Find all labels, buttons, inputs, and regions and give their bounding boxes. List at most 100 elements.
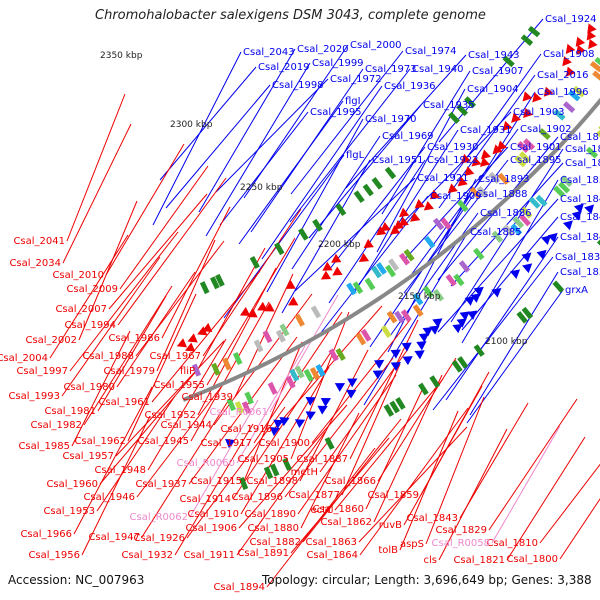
label-connector-line [461, 216, 559, 331]
forward-gene-label: Csal_1904 [467, 84, 519, 95]
label-connector-line [289, 68, 411, 223]
cog-block [191, 363, 202, 377]
forward-gene-label: Csal_1909 [430, 191, 482, 202]
label-connector-line [236, 431, 326, 556]
forward-gene-label: Csal_1841 [560, 212, 600, 223]
forward-gene-arrow [464, 296, 475, 306]
reverse-gene-arrow [464, 166, 475, 177]
reverse-gene-arrow [332, 266, 343, 276]
gc-marker [451, 359, 463, 373]
cog-block [412, 292, 424, 306]
gc-marker [418, 382, 429, 396]
forward-gene-label: Csal_1974 [405, 46, 457, 57]
kbp-tick-label: 2350 kbp [100, 51, 143, 61]
forward-gene-label: Csal_1931 [460, 125, 512, 136]
cog-block [512, 216, 525, 229]
cog-block [346, 282, 357, 296]
forward-gene-arrow [456, 318, 467, 328]
reverse-gene-arrow [587, 23, 597, 34]
label-connector-line [425, 396, 485, 545]
gc-marker [464, 96, 477, 109]
label-connector-line [62, 123, 132, 264]
cog-block [386, 310, 398, 324]
rna-gene-label: Csal_R0062 [130, 512, 189, 523]
forward-gene-arrow [491, 288, 502, 298]
cog-block [514, 155, 527, 168]
forward-gene-arrow [416, 341, 427, 351]
gc-marker [383, 404, 395, 417]
reverse-gene-label: Csal_1863 [305, 537, 357, 548]
cog-block [285, 375, 296, 389]
reverse-gene-arrow [393, 220, 404, 230]
kbp-tick-label: 2300 kbp [170, 120, 213, 130]
forward-gene-label: Csal_1903 [513, 107, 565, 118]
reverse-gene-label: Csal_1948 [94, 465, 146, 476]
reverse-gene-arrow [502, 120, 513, 131]
cog-block [519, 214, 531, 227]
label-connector-line [438, 74, 536, 209]
label-connector-line [284, 357, 394, 498]
accession-text: Accession: NC_007963 [8, 573, 145, 587]
reverse-gene-label: Csal_1960 [46, 479, 98, 490]
label-connector-line [219, 111, 309, 226]
reverse-gene-label: Csal_1862 [320, 517, 372, 528]
reverse-gene-label: cls [424, 555, 438, 566]
forward-gene-label: Csal_1930 [427, 142, 479, 153]
cog-block [440, 217, 452, 230]
gc-marker [282, 457, 292, 471]
cog-block [412, 304, 424, 317]
forward-gene-arrow [372, 370, 383, 380]
cog-block [294, 365, 305, 379]
cog-block [275, 329, 286, 343]
label-connector-line [290, 50, 404, 195]
forward-gene-label: Csal_1857 [560, 175, 600, 186]
reverse-gene-arrow [376, 225, 387, 236]
gc-marker [552, 280, 565, 293]
reverse-gene-arrow [240, 306, 251, 316]
forward-gene-arrow [401, 342, 412, 352]
label-connector-line [377, 357, 457, 482]
reverse-gene-label: Csal_1887 [296, 454, 348, 465]
reverse-gene-label: Csal_1890 [244, 509, 296, 520]
cog-block [553, 108, 566, 121]
label-connector-line [81, 415, 151, 556]
forward-gene-label: Csal_1935 [423, 100, 475, 111]
kbp-tick-label: 2250 kbp [240, 183, 283, 193]
reverse-gene-label: Csal_2007 [55, 304, 107, 315]
label-connector-line [115, 340, 225, 457]
label-connector-line [174, 423, 254, 556]
reverse-gene-arrow [331, 253, 342, 263]
forward-gene-label: Csal_2016 [537, 70, 589, 81]
label-connector-line [341, 363, 401, 496]
cog-block [424, 235, 436, 249]
forward-gene-arrow [390, 349, 401, 359]
forward-gene-arrow [470, 293, 481, 303]
reverse-gene-label: ruvB [379, 520, 402, 531]
reverse-gene-arrow [176, 338, 188, 348]
forward-gene-arrow [562, 220, 573, 231]
cog-block [375, 262, 387, 275]
cog-block [585, 146, 599, 159]
label-connector-line [559, 498, 600, 560]
label-connector-line [97, 295, 167, 412]
reverse-gene-label: Csal_1956 [28, 550, 80, 561]
reverse-gene-arrow [457, 176, 468, 187]
reverse-gene-arrow [423, 200, 434, 211]
reverse-gene-arrow [447, 183, 458, 194]
cog-block [371, 265, 382, 279]
cog-block [232, 351, 243, 365]
reverse-gene-label: Csal_1946 [83, 492, 135, 503]
reverse-gene-arrow [565, 66, 576, 77]
label-connector-line [165, 84, 271, 209]
label-connector-line [266, 447, 376, 588]
forward-gene-label: Csal_2019 [258, 62, 310, 73]
label-connector-line [328, 146, 426, 271]
cog-block [380, 325, 392, 338]
reverse-gene-arrow [414, 198, 425, 209]
label-connector-line [243, 341, 303, 482]
gc-marker [238, 477, 249, 491]
label-connector-line [215, 78, 329, 193]
forward-gene-label: Csal_1972 [330, 74, 382, 85]
